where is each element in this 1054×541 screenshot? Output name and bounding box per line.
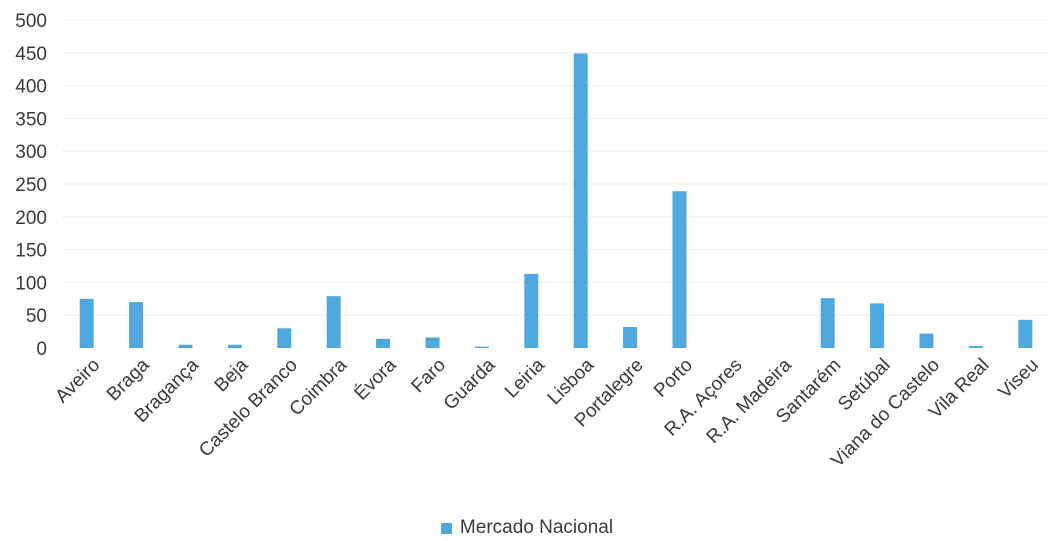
bar-chart: 0 50 100 150 200 250 300 350 400 450 500 AveiroBra… bbox=[15, 11, 1050, 472]
bar-porto bbox=[672, 191, 687, 348]
bar-lisboa bbox=[573, 53, 588, 349]
bar-braga bbox=[129, 302, 144, 348]
bar-set-bal bbox=[870, 303, 885, 348]
x-tick-label: Porto bbox=[650, 355, 697, 402]
bar-santar-m bbox=[820, 298, 835, 348]
legend-label: Mercado Nacional bbox=[459, 517, 614, 538]
bar-guarda bbox=[474, 346, 489, 348]
bars bbox=[79, 53, 1033, 349]
y-tick-label: 450 bbox=[15, 44, 47, 65]
bar-portalegre bbox=[623, 327, 638, 348]
bar-beja bbox=[227, 344, 242, 348]
y-tick-label: 300 bbox=[15, 142, 47, 163]
bar-viseu bbox=[1018, 319, 1033, 348]
x-tick-label: Beja bbox=[211, 354, 253, 396]
legend-swatch bbox=[440, 522, 452, 534]
gridlines bbox=[62, 19, 1050, 316]
y-tick-label: 200 bbox=[15, 208, 47, 229]
y-tick-label: 50 bbox=[26, 306, 47, 327]
x-tick-label: Leiria bbox=[501, 354, 549, 402]
bar-viana-do-castelo bbox=[919, 333, 934, 348]
y-axis: 0 50 100 150 200 250 300 350 400 450 500 bbox=[15, 11, 47, 360]
x-tick-label: Faro bbox=[408, 355, 450, 397]
bar-faro bbox=[425, 337, 440, 348]
x-tick-label: Guarda bbox=[440, 354, 500, 414]
y-tick-label: 150 bbox=[15, 241, 47, 262]
bar-bragan-a bbox=[178, 344, 193, 348]
y-tick-label: 250 bbox=[15, 175, 47, 196]
bar-vila-real bbox=[968, 346, 983, 348]
y-tick-label: 500 bbox=[15, 11, 47, 32]
bar-aveiro bbox=[79, 298, 94, 348]
y-tick-label: 350 bbox=[15, 109, 47, 130]
bar-leiria bbox=[524, 273, 539, 348]
legend: Mercado Nacional bbox=[0, 517, 1054, 539]
y-tick-label: 100 bbox=[15, 273, 47, 294]
y-tick-label: 400 bbox=[15, 77, 47, 98]
bar--vora bbox=[376, 338, 391, 348]
x-tick-label: Aveiro bbox=[52, 355, 105, 408]
bar-castelo-branco bbox=[277, 328, 292, 348]
y-tick-label: 0 bbox=[36, 339, 47, 360]
bar-coimbra bbox=[326, 296, 341, 348]
x-tick-label: Viseu bbox=[995, 355, 1043, 403]
x-tick-label: Évora bbox=[351, 354, 401, 404]
